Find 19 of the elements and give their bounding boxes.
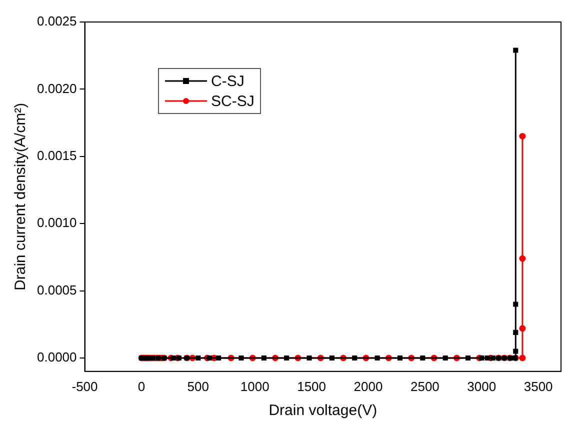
y-tick-label: 0.0005 — [36, 282, 77, 298]
x-tick-label: 3500 — [524, 378, 553, 394]
legend-label: C-SJ — [211, 72, 244, 90]
x-axis-title: Drain voltage(V) — [268, 402, 378, 420]
legend-label: SC-SJ — [211, 92, 254, 110]
y-tick-label: 0.0010 — [36, 215, 77, 230]
x-tick-label: 3000 — [467, 378, 496, 394]
x-tick-label: 1500 — [297, 378, 326, 394]
x-tick-label: 0 — [138, 378, 146, 394]
y-tick-label: 0.0020 — [36, 80, 77, 96]
y-tick-label: 0.0025 — [36, 14, 77, 29]
x-tick-label: -500 — [72, 378, 98, 394]
y-tick-label: 0.0015 — [36, 148, 77, 163]
x-tick-label: 1000 — [240, 378, 270, 394]
x-tick-label: 2500 — [410, 378, 440, 394]
y-axis-title: Drain current density(A/cm²) — [12, 102, 30, 290]
y-tick-label: 0.0000 — [36, 350, 77, 365]
x-tick-label: 500 — [187, 378, 210, 394]
x-tick-label: 2000 — [354, 378, 383, 394]
